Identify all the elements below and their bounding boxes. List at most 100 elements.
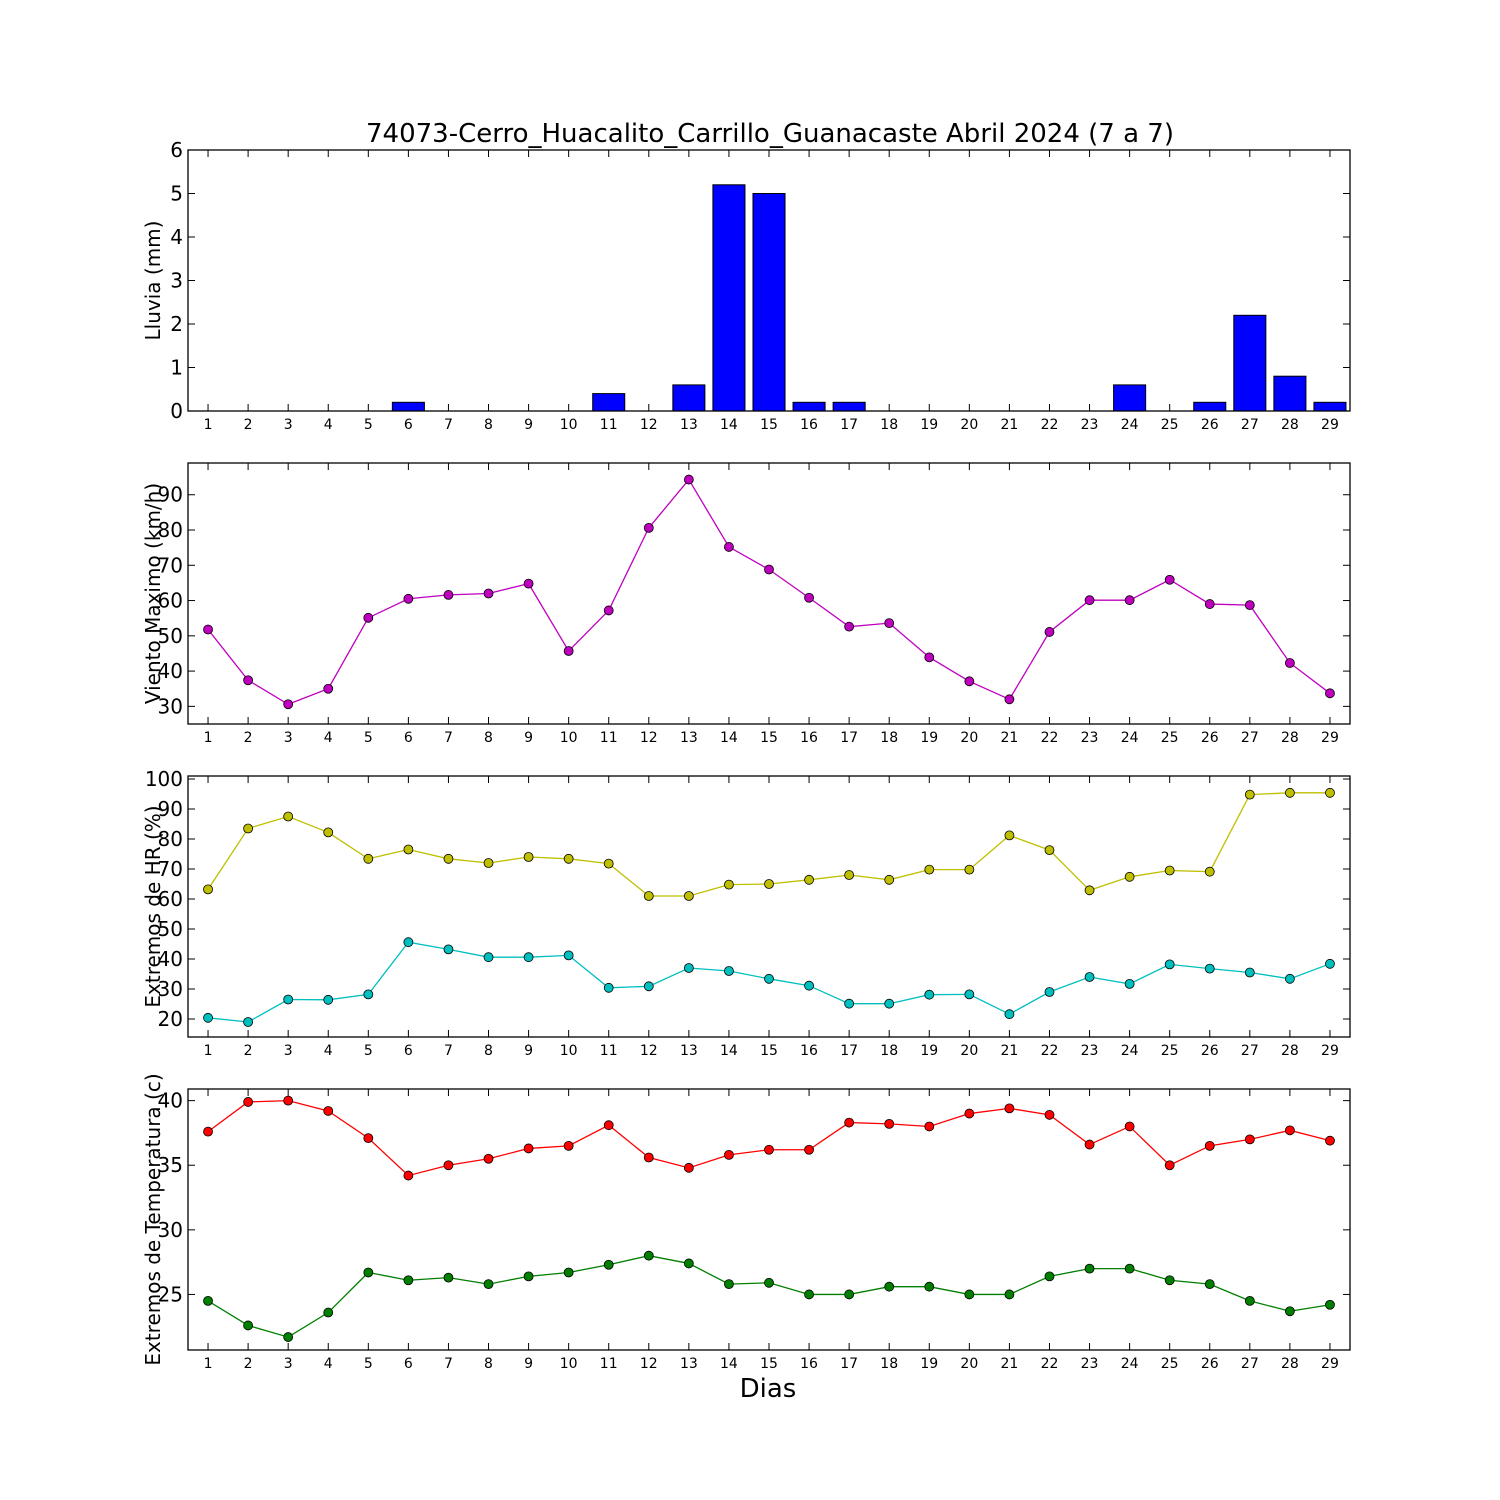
temperatura-series-1-point bbox=[1244, 1134, 1255, 1145]
lluvia-xtick-label: 21 bbox=[1000, 417, 1018, 433]
hr-series-1-point bbox=[643, 891, 654, 901]
temperatura-series-2-point bbox=[243, 1320, 254, 1331]
hr-xtick-label: 25 bbox=[1161, 1043, 1179, 1059]
lluvia-xtick-label: 27 bbox=[1241, 417, 1259, 433]
hr-series-2-point bbox=[1284, 973, 1295, 984]
viento-xtick-label: 17 bbox=[840, 730, 858, 746]
hr-series-2-point bbox=[884, 998, 895, 1009]
temperatura-series-2-point bbox=[1124, 1263, 1135, 1274]
hr-series-1-point bbox=[1044, 845, 1055, 855]
hr-series-2-point bbox=[603, 982, 614, 993]
hr-xtick-label: 12 bbox=[640, 1043, 658, 1059]
viento-xtick-label: 10 bbox=[560, 730, 578, 746]
lluvia-xtick-label: 1 bbox=[204, 417, 213, 433]
viento-series-1-point bbox=[884, 618, 895, 629]
hr-series-1-point bbox=[1084, 885, 1095, 896]
hr-xtick-label: 17 bbox=[840, 1043, 858, 1059]
temperatura-y-axis-label: Extremos de Temperatura (c) bbox=[141, 1073, 165, 1365]
lluvia-xtick-label: 28 bbox=[1281, 417, 1299, 433]
temperatura-series-1-point bbox=[523, 1143, 534, 1154]
lluvia-xtick-label: 3 bbox=[284, 417, 293, 433]
lluvia-xtick-label: 12 bbox=[640, 417, 658, 433]
hr-series-1-point bbox=[1204, 866, 1215, 877]
lluvia-xtick-label: 2 bbox=[244, 417, 253, 433]
viento-xtick-label: 14 bbox=[720, 730, 738, 746]
temperatura-xtick-label: 19 bbox=[920, 1356, 938, 1372]
hr-series-1-point bbox=[1164, 865, 1175, 876]
hr-ytick-label: 40 bbox=[158, 947, 183, 971]
hr-series-1-point bbox=[323, 827, 334, 838]
viento-xtick-label: 21 bbox=[1000, 730, 1018, 746]
temperatura-series-2-point bbox=[563, 1267, 574, 1278]
hr-series-2-point bbox=[1244, 967, 1255, 978]
hr-series-2-point bbox=[1084, 972, 1095, 982]
hr-xtick-label: 22 bbox=[1041, 1043, 1059, 1059]
viento-series-1-point bbox=[243, 675, 254, 686]
viento-series-1-point bbox=[1124, 595, 1135, 606]
hr-series-2-point bbox=[1325, 958, 1335, 969]
temperatura-series-1-point bbox=[1164, 1160, 1175, 1171]
hr-series-2-point bbox=[243, 1017, 254, 1027]
viento-series-1-point bbox=[1004, 694, 1015, 705]
temperatura-xtick-label: 25 bbox=[1161, 1356, 1179, 1372]
lluvia-xtick-label: 9 bbox=[524, 417, 533, 433]
temperatura-series-2-point bbox=[804, 1289, 814, 1300]
temperatura-series-2-point bbox=[363, 1267, 374, 1278]
lluvia-ytick-label: 4 bbox=[170, 225, 183, 249]
hr-series-2-point bbox=[643, 981, 654, 992]
hr-series-2-point bbox=[844, 998, 855, 1009]
hr-xtick-label: 28 bbox=[1281, 1043, 1299, 1059]
lluvia-ytick-label: 6 bbox=[170, 138, 183, 162]
hr-ytick-label: 30 bbox=[158, 977, 183, 1001]
hr-series-1-point bbox=[764, 879, 774, 889]
temperatura-xtick-label: 17 bbox=[840, 1356, 858, 1372]
temperatura-series-2-point bbox=[884, 1281, 895, 1292]
hr-xtick-label: 5 bbox=[364, 1043, 373, 1059]
x-axis-label: Dias bbox=[740, 1374, 797, 1404]
temperatura-series-2-point bbox=[603, 1259, 614, 1270]
temperatura-series-1-point bbox=[1284, 1125, 1295, 1136]
temperatura-series-2-point bbox=[483, 1279, 494, 1290]
viento-y-axis-label: Viento Maximo (km/h) bbox=[141, 483, 165, 704]
hr-series-2-point bbox=[724, 966, 734, 976]
temperatura-series-1-point bbox=[443, 1160, 454, 1171]
viento-xtick-label: 3 bbox=[284, 730, 293, 746]
temperatura-series-1-point bbox=[403, 1170, 414, 1181]
hr-series-1-point bbox=[1244, 789, 1255, 800]
temperatura-series-2-point bbox=[683, 1258, 694, 1269]
hr-series-2-point bbox=[924, 989, 935, 1000]
hr-xtick-label: 16 bbox=[800, 1043, 818, 1059]
lluvia-bar bbox=[1273, 375, 1307, 412]
lluvia-xtick-label: 7 bbox=[444, 417, 453, 433]
lluvia-xtick-label: 5 bbox=[364, 417, 373, 433]
temperatura-xtick-label: 5 bbox=[364, 1356, 373, 1372]
hr-series-2-point bbox=[203, 1012, 213, 1023]
viento-xtick-label: 6 bbox=[404, 730, 413, 746]
temperatura-xtick-label: 18 bbox=[880, 1356, 898, 1372]
hr-ytick-label: 70 bbox=[158, 857, 183, 881]
temperatura-series-2-point bbox=[764, 1277, 774, 1288]
temperatura-series-2-line bbox=[207, 1255, 1331, 1338]
hr-series-2-point bbox=[363, 989, 374, 1000]
viento-xtick-label: 12 bbox=[640, 730, 658, 746]
hr-ytick-label: 100 bbox=[145, 767, 183, 791]
viento-series-1-point bbox=[964, 676, 975, 687]
hr-series-2-point bbox=[964, 989, 975, 1000]
hr-xtick-label: 26 bbox=[1201, 1043, 1219, 1059]
hr-series-1-point bbox=[884, 874, 895, 885]
temperatura-series-2-point bbox=[403, 1275, 414, 1286]
viento-ytick-label: 80 bbox=[158, 518, 183, 542]
temperatura-xtick-label: 1 bbox=[204, 1356, 213, 1372]
temperatura-xtick-label: 11 bbox=[600, 1356, 618, 1372]
temperatura-xtick-label: 21 bbox=[1000, 1356, 1018, 1372]
hr-y-axis-label: Extremos de HR (%) bbox=[141, 805, 165, 1007]
lluvia-bar bbox=[1233, 314, 1267, 412]
lluvia-bar bbox=[391, 401, 425, 412]
temperatura-xtick-label: 8 bbox=[484, 1356, 493, 1372]
temperatura-xtick-label: 29 bbox=[1321, 1356, 1339, 1372]
lluvia-xtick-label: 10 bbox=[560, 417, 578, 433]
temperatura-series-2-point bbox=[844, 1289, 855, 1300]
temperatura-series-2-point bbox=[1284, 1306, 1295, 1317]
